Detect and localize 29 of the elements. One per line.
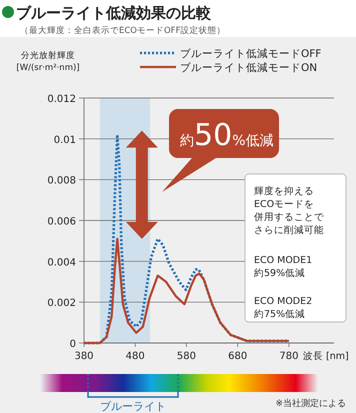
x-tick-label: 580 [176,351,196,362]
x-tick-label: 380 [74,351,94,362]
annotation: さらに削減可能 [254,224,324,236]
y-tick-label: 0.002 [47,298,76,310]
annotation: 約75%低減 [254,308,306,320]
annotation: 輝度を抑える [254,185,314,197]
y-tick-label: 0.012 [47,94,76,105]
annotation: ECO MODE1 [254,255,312,266]
y-tick-label: 0.01 [54,134,76,146]
y-tick-label: 0 [70,339,76,350]
annotation: 併用することで [254,212,325,223]
y-tick-label: 0.006 [47,216,76,228]
chart-title: ブルーライト低減効果の比較 [16,4,212,22]
annotation: ECOモードを [254,199,314,210]
legend-label: ブルーライト低減モードON [180,61,318,74]
text: ブルーライト [100,400,166,413]
x-tick-label: 480 [126,351,145,362]
y-tick-label: 0.008 [47,176,76,187]
x-axis-title: 波長 [nm] [303,350,349,362]
y-tick-label: 0.004 [47,257,76,268]
x-tick-label: 780 [279,351,298,362]
annotation: 約50%低減 [180,118,274,153]
chart-subtitle: （最大輝度：全白表示でECOモードOFF設定状態） [20,25,226,36]
y-axis-title: 分光放射輝度 [W/(sr·m²·nm)] [16,50,80,73]
x-tick-label: 680 [228,351,248,362]
annotation: 約59%低減 [254,267,306,279]
annotation: ECO MODE2 [254,296,312,307]
legend-label: ブルーライト低減モードOFF [180,47,322,60]
text: ※当社測定による [275,398,346,409]
